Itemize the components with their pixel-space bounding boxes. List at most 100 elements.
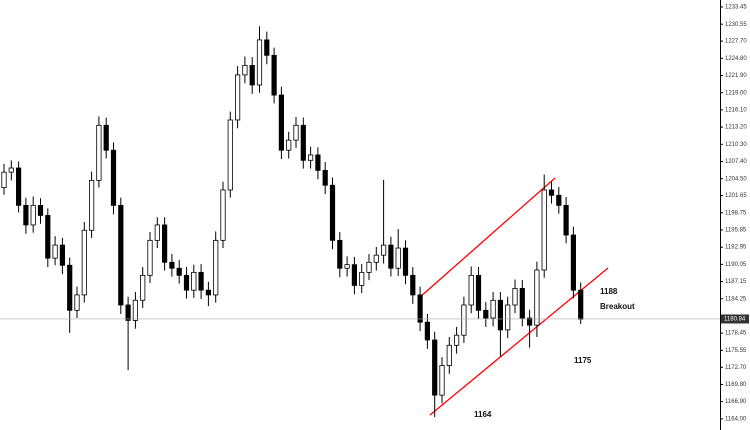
candle-body [23, 204, 29, 226]
candle-body [395, 247, 401, 269]
annotation: Breakout [600, 302, 635, 311]
candle-body [527, 317, 533, 326]
candle-body [176, 267, 182, 276]
annotation: 1164 [474, 410, 492, 419]
candle-body [227, 119, 233, 191]
candle-body [548, 189, 555, 196]
candle-body [380, 244, 387, 256]
y-tick-label: 1187.15 [725, 279, 747, 285]
candle-body [344, 264, 350, 269]
candle-body [74, 294, 80, 311]
candle-body [293, 124, 299, 141]
y-tick-label: 1221.90 [725, 73, 747, 79]
candle-body [147, 239, 153, 276]
candle-body [271, 54, 277, 96]
candle-body [570, 234, 577, 291]
candle-body [453, 334, 460, 346]
candle-body [300, 124, 306, 161]
y-tick-label: 1224.80 [725, 56, 747, 62]
candle-body [191, 271, 197, 291]
candle-body [563, 204, 569, 236]
y-tick-label: 1227.70 [725, 39, 747, 45]
candle-body [534, 269, 540, 326]
y-tick-label: 1166.90 [725, 399, 747, 405]
channel-upper [419, 177, 556, 298]
candle-body [118, 204, 124, 306]
candle-body [519, 287, 525, 319]
last-price-box [721, 314, 749, 324]
candle-body [140, 274, 146, 301]
y-tick-label: 1201.65 [725, 193, 747, 199]
candle-body [154, 224, 160, 241]
candle-body [307, 154, 314, 161]
y-tick-label: 1184.25 [725, 296, 747, 302]
candle-body [512, 287, 518, 306]
candle-body [1, 171, 7, 188]
candle-body [483, 309, 489, 319]
y-tick-label: 1169.80 [725, 382, 747, 388]
candle-body [424, 321, 431, 341]
candle-body [249, 65, 255, 86]
y-tick-label: 1219.00 [725, 90, 747, 96]
candle-body [410, 274, 416, 296]
candle-body [541, 189, 547, 271]
candle-body [286, 139, 292, 151]
y-tick-label: 1175.55 [725, 348, 747, 354]
annotation: 1175 [574, 356, 592, 365]
candle-body [490, 299, 496, 319]
candle-body [337, 239, 343, 269]
candle-body [81, 229, 87, 296]
candle-body [578, 289, 584, 320]
candle-body [183, 274, 190, 291]
candle-body [242, 65, 248, 76]
candle-body [52, 244, 58, 259]
candle-body [351, 264, 358, 286]
candle-body [322, 169, 328, 186]
candle-body [59, 244, 66, 266]
candle-body [556, 194, 562, 206]
candle-body [67, 264, 73, 311]
candle-body [366, 261, 372, 273]
y-tick-label: 1213.20 [725, 125, 747, 131]
candle-body [373, 254, 379, 263]
candle-body [497, 299, 504, 331]
candle-body [388, 244, 394, 269]
candle-body [417, 294, 423, 323]
candle-body [15, 167, 22, 206]
y-tick-label: 1198.75 [725, 210, 747, 216]
candle-body [468, 274, 474, 306]
candle-body [161, 224, 168, 263]
candle-body [439, 365, 445, 396]
candle-body [205, 289, 211, 296]
candle-body [132, 299, 138, 321]
y-tick-label: 1210.30 [725, 142, 747, 148]
candle-body [220, 189, 226, 241]
candle-body [329, 184, 336, 241]
candle-body [8, 167, 14, 173]
candle-body [169, 261, 175, 269]
candle-body [256, 39, 263, 86]
candle-body [402, 247, 409, 276]
candle-body [359, 271, 365, 286]
y-tick-label: 1172.70 [725, 365, 747, 371]
y-tick-label: 1204.50 [725, 176, 747, 182]
candle-body [505, 304, 511, 331]
candle-body [45, 215, 51, 259]
last-price-label: 1180.84 [724, 317, 746, 323]
candle-body [30, 204, 36, 226]
candle-body [198, 271, 204, 291]
candle-body [264, 39, 270, 56]
candle-body [103, 124, 109, 151]
y-tick-label: 1164.00 [725, 416, 747, 422]
candle-body [234, 74, 241, 121]
candle-body [125, 304, 131, 321]
y-tick-label: 1233.45 [725, 5, 747, 11]
candle-body [475, 274, 482, 311]
candle-body [315, 154, 321, 171]
y-tick-label: 1192.95 [725, 245, 747, 251]
y-tick-label: 1178.45 [725, 331, 747, 337]
y-tick-label: 1190.05 [725, 262, 747, 268]
candle-body [110, 149, 117, 206]
